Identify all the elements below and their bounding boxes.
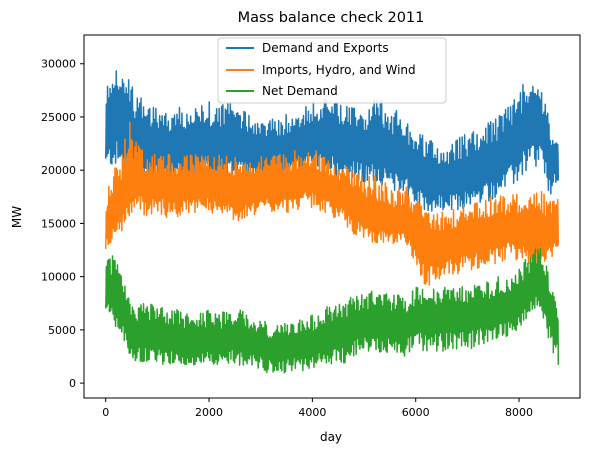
y-axis-label: MW	[10, 206, 24, 228]
legend-label-net-demand: Net Demand	[262, 84, 338, 98]
y-tick-label: 20000	[41, 164, 76, 177]
x-axis-label: day	[320, 430, 342, 444]
x-axis: 0 2000 4000 6000 8000	[102, 398, 533, 419]
y-axis: 0 5000 10000 15000 20000 25000 30000	[41, 58, 84, 390]
legend: Demand and Exports Imports, Hydro, and W…	[217, 37, 447, 104]
series-line-net-demand	[104, 247, 560, 374]
x-tick-label: 8000	[505, 406, 533, 419]
y-tick-label: 30000	[41, 58, 76, 71]
x-tick-label: 6000	[402, 406, 430, 419]
x-tick-label: 4000	[298, 406, 326, 419]
y-tick-label: 25000	[41, 111, 76, 124]
legend-label-demand-exports: Demand and Exports	[262, 41, 389, 55]
series-layer	[104, 70, 560, 374]
legend-box	[217, 37, 447, 104]
y-tick-label: 5000	[48, 324, 76, 337]
legend-label-imports-hydro-wind: Imports, Hydro, and Wind	[262, 63, 416, 77]
y-tick-label: 0	[69, 377, 76, 390]
x-tick-label: 0	[102, 406, 109, 419]
series-line-demand-exports	[104, 70, 560, 212]
chart-title: Mass balance check 2011	[238, 10, 425, 26]
series-line-imports-hydro-wind	[104, 121, 560, 286]
plot-frame	[83, 34, 581, 399]
x-tick-label: 2000	[195, 406, 223, 419]
y-tick-label: 15000	[41, 217, 76, 230]
y-tick-label: 10000	[41, 271, 76, 284]
